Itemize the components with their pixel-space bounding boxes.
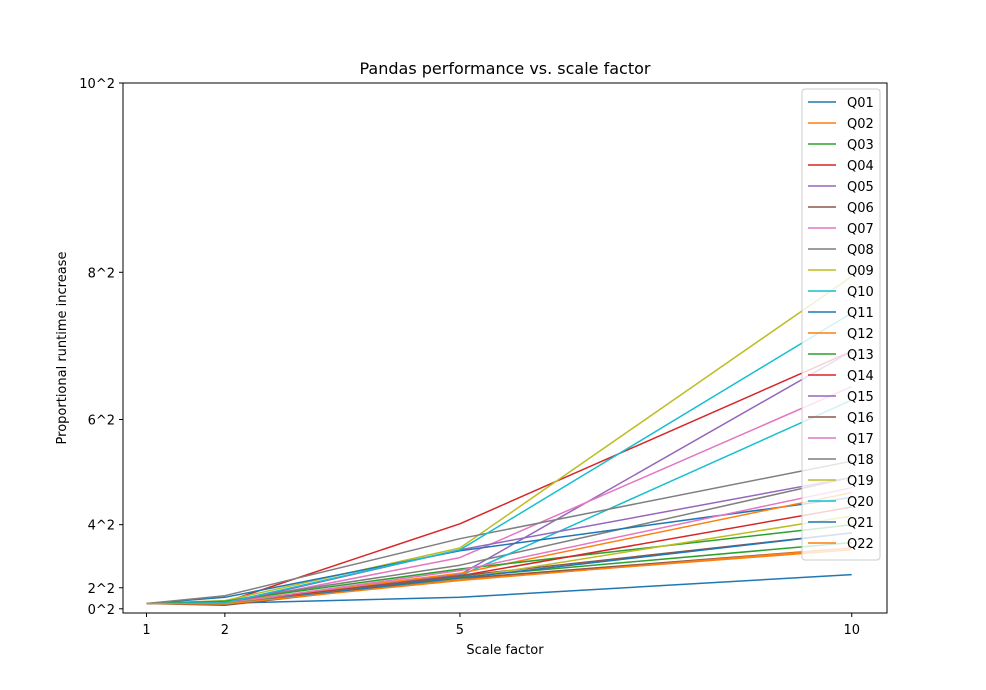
legend-label: Q13: [847, 348, 874, 363]
legend-label: Q16: [847, 411, 874, 426]
x-tick-label: 5: [456, 623, 464, 638]
y-tick-label: 10^2: [79, 77, 115, 92]
y-tick-label: 2^2: [88, 582, 115, 597]
y-tick-label: 6^2: [88, 414, 115, 429]
legend-label: Q02: [847, 117, 874, 132]
legend-label: Q10: [847, 285, 874, 300]
legend-label: Q15: [847, 390, 874, 405]
legend-label: Q05: [847, 180, 874, 195]
chart-title: Pandas performance vs. scale factor: [360, 59, 651, 78]
legend-label: Q19: [847, 474, 874, 489]
y-tick-label: 8^2: [88, 266, 115, 281]
legend-label: Q08: [847, 243, 874, 258]
legend-label: Q09: [847, 264, 874, 279]
series-line-q18: [146, 460, 852, 605]
y-axis-label: Proportional runtime increase: [55, 252, 70, 445]
legend-label: Q22: [847, 537, 874, 552]
legend-label: Q12: [847, 327, 874, 342]
x-axis-label: Scale factor: [466, 643, 544, 658]
legend-label: Q07: [847, 222, 874, 237]
legend-label: Q03: [847, 138, 874, 153]
legend-label: Q11: [847, 306, 874, 321]
y-tick-label: 0^2: [88, 603, 115, 618]
x-tick-label: 2: [221, 623, 229, 638]
series-line-q22: [146, 547, 852, 605]
legend-label: Q20: [847, 495, 874, 510]
legend: Q01 Q02 Q03 Q04 Q05 Q06 Q07 Q08 Q09 Q10 Q11 Q12 Q13 Q…: [801, 88, 881, 561]
series-layer: [146, 275, 853, 607]
legend-label: Q01: [847, 96, 874, 111]
legend-label: Q18: [847, 453, 874, 468]
x-tick-label: 10: [843, 623, 860, 638]
plot-frame: [122, 82, 888, 614]
y-tick-label: 4^2: [88, 519, 115, 534]
legend-label: Q17: [847, 432, 874, 447]
series-line-q11: [146, 496, 852, 605]
legend-label: Q21: [847, 516, 874, 531]
legend-label: Q04: [847, 159, 874, 174]
x-tick-label: 1: [142, 623, 150, 638]
axes-layer: 1 2 5 10 0^2 2^2 4^2 6^2 8^2 10^2: [79, 77, 888, 638]
legend-label: Q14: [847, 369, 874, 384]
legend-label: Q06: [847, 201, 874, 216]
